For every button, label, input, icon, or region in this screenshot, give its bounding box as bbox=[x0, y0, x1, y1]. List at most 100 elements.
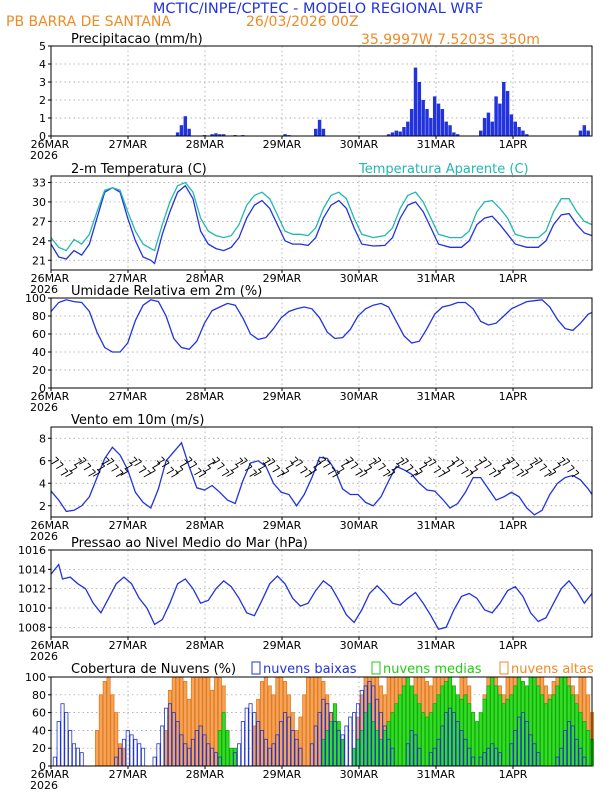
precip-bar bbox=[486, 112, 491, 136]
wind-barb-tick bbox=[115, 463, 119, 468]
precip-bar bbox=[517, 127, 521, 136]
cloud-bar-nuvens-altas bbox=[98, 694, 103, 767]
precip-bar bbox=[429, 118, 433, 136]
precip-bar bbox=[432, 96, 437, 136]
wind-barb-tick bbox=[73, 464, 78, 468]
wind-barb-tick bbox=[110, 457, 115, 462]
panel-0: 0 1 2 3 4 5 26MAR 27MAR 28MAR 29MAR 30MAR 31MAR 1APR… bbox=[30, 32, 593, 162]
wind-barb-tick bbox=[313, 466, 317, 471]
series-line-pressao bbox=[50, 563, 593, 631]
wind-barb-tick bbox=[303, 465, 308, 470]
wind-barb-tick bbox=[538, 457, 543, 461]
wind-barb bbox=[392, 465, 400, 471]
wind-barb-tick bbox=[142, 465, 147, 469]
cloud-bar-nuvens-medias bbox=[517, 676, 522, 767]
cloud-bar-nuvens-altas bbox=[106, 676, 111, 767]
wind-barb-tick bbox=[216, 456, 221, 461]
wind-barb-tick bbox=[156, 460, 161, 464]
wind-barb-tick bbox=[124, 468, 129, 472]
wind-barb bbox=[359, 472, 368, 478]
wind-barb-tick bbox=[101, 462, 106, 467]
wind-barb bbox=[88, 471, 96, 477]
precip-bar bbox=[482, 118, 487, 136]
wind-barb-tick bbox=[460, 459, 465, 464]
cloud-bar-nuvens-altas bbox=[179, 676, 184, 767]
wind-barb bbox=[65, 472, 73, 478]
wind-barb bbox=[567, 467, 575, 473]
wind-barb-tick bbox=[543, 463, 548, 467]
cloud-bar-nuvens-altas bbox=[102, 681, 107, 767]
cloud-bar-nuvens-medias bbox=[217, 730, 222, 767]
wind-barb-tick bbox=[248, 463, 253, 467]
wind-barb bbox=[300, 468, 308, 474]
cloud-bar-nuvens-medias bbox=[540, 694, 545, 767]
wind-barb bbox=[212, 459, 221, 465]
wind-barb bbox=[507, 459, 515, 465]
wind-barb-tick bbox=[267, 456, 271, 461]
cloud-bar-nuvens-medias bbox=[455, 694, 460, 767]
cloud-bar-nuvens-medias bbox=[367, 703, 372, 767]
cloud-bar-nuvens-medias bbox=[520, 681, 525, 767]
wind-barb-tick bbox=[552, 468, 557, 473]
cloud-bar-nuvens-medias bbox=[386, 721, 391, 767]
x-tick-label: 27MAR bbox=[109, 519, 148, 532]
precip-bar bbox=[218, 134, 222, 136]
wind-barb-tick bbox=[294, 456, 299, 461]
y-tick-label: 20 bbox=[32, 742, 46, 755]
y-tick-label: 20 bbox=[32, 364, 46, 377]
cloud-bar-nuvens-medias bbox=[401, 685, 407, 767]
x-tick-label: 31MAR bbox=[417, 639, 456, 652]
wind-barb-tick bbox=[211, 458, 216, 462]
cloud-bar-nuvens-medias bbox=[467, 703, 472, 767]
wind-barb bbox=[557, 459, 566, 465]
precip-bar bbox=[521, 130, 525, 136]
wind-barb-tick bbox=[55, 456, 59, 461]
wind-barb-tick bbox=[340, 465, 345, 470]
wind-barb bbox=[396, 459, 405, 465]
x-tick-label: 1APR bbox=[499, 138, 528, 151]
precip-bar bbox=[402, 127, 406, 136]
y-tick-label: 30 bbox=[32, 196, 46, 209]
wind-barb bbox=[521, 472, 529, 477]
cloud-bar-nuvens-altas bbox=[206, 676, 211, 767]
wind-barb-tick bbox=[244, 457, 248, 461]
precip-bar bbox=[444, 121, 448, 136]
cloud-bar-nuvens-medias bbox=[528, 676, 533, 767]
precip-bar bbox=[187, 128, 191, 136]
cloud-bar-nuvens-altas bbox=[306, 676, 311, 767]
cloud-bar-nuvens-medias bbox=[474, 721, 479, 767]
precip-bar bbox=[455, 134, 460, 136]
cloud-bar-nuvens-medias bbox=[398, 694, 403, 767]
precip-bar bbox=[582, 125, 587, 136]
cloud-bar-nuvens-medias bbox=[543, 703, 548, 767]
y-tick-label: 1016 bbox=[18, 544, 46, 557]
x-tick-label: 26MAR bbox=[31, 272, 70, 285]
cloud-bar-nuvens-medias bbox=[497, 694, 502, 767]
wind-barb bbox=[286, 463, 294, 469]
precip-bar bbox=[214, 133, 218, 136]
wind-barb-tick bbox=[193, 460, 198, 465]
wind-barb-tick bbox=[437, 465, 442, 469]
year-label: 2026 bbox=[30, 401, 58, 414]
wind-barb bbox=[341, 461, 349, 467]
header-title: MCTIC/INPE/CPTEC - MODELO REGIONAL WRF bbox=[153, 1, 483, 17]
x-tick-label: 26MAR bbox=[31, 768, 70, 781]
wind-barb bbox=[323, 463, 331, 468]
precip-bar bbox=[394, 130, 399, 136]
precip-bar bbox=[314, 128, 318, 136]
precip-bar bbox=[406, 121, 410, 136]
wind-barb bbox=[277, 472, 285, 478]
wind-barb-tick bbox=[285, 467, 290, 472]
wind-barb-tick bbox=[446, 467, 451, 471]
cloud-bar-nuvens-medias bbox=[563, 676, 568, 767]
header-date: 26/03/2026 00Z bbox=[246, 14, 359, 30]
wind-barb bbox=[226, 472, 234, 477]
x-tick-label: 27MAR bbox=[109, 138, 148, 151]
wind-barb bbox=[92, 471, 101, 477]
precip-bar bbox=[586, 130, 590, 136]
wind-barb bbox=[382, 471, 391, 477]
precip-bar bbox=[210, 134, 214, 136]
wind-barb-tick bbox=[409, 463, 414, 468]
wind-barb bbox=[138, 468, 147, 473]
